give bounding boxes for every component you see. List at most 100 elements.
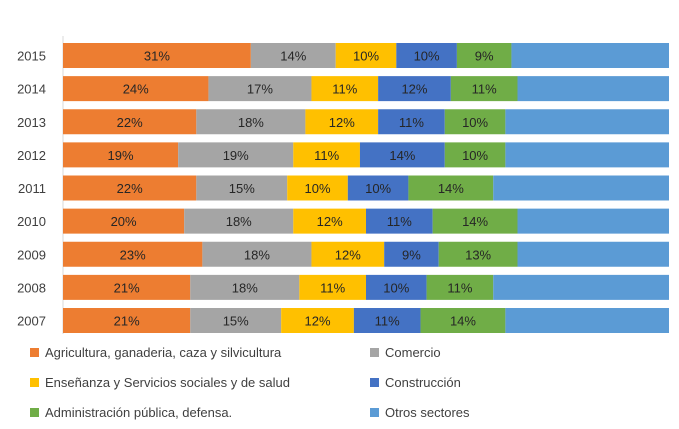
bar-2015-series-5: [511, 43, 669, 68]
data-label-2012-series-3: 14%: [389, 148, 415, 163]
bar-2015-series-4: [456, 43, 512, 68]
data-label-2010-series-3: 11%: [387, 214, 412, 229]
bar-2012-series-0: [63, 142, 179, 168]
legend-item-1: Comercio: [370, 345, 441, 360]
bar-2014-series-2: [311, 76, 379, 102]
data-label-2012-series-4: 10%: [462, 148, 488, 163]
data-label-2008-series-2: 11%: [320, 280, 345, 295]
y-tick-label-2012: 2012: [17, 148, 46, 163]
data-label-2010-series-2: 12%: [317, 214, 343, 229]
data-label-2013-series-3: 11%: [399, 115, 424, 130]
legend-swatch-4: [30, 408, 39, 417]
y-tick-label-2013: 2013: [17, 115, 46, 130]
legend-item-3: Construcción: [370, 375, 461, 390]
data-label-2011-series-0: 22%: [117, 181, 143, 196]
data-label-2011-series-2: 10%: [305, 181, 331, 196]
bar-2014-series-0: [63, 76, 209, 102]
data-label-2014-series-3: 12%: [401, 82, 427, 97]
bar-2009-series-5: [517, 241, 669, 267]
bar-2010-series-5: [517, 208, 669, 234]
data-label-2008-series-1: 18%: [232, 280, 258, 295]
bar-2012-series-2: [293, 142, 360, 168]
data-label-2009-series-2: 12%: [335, 247, 361, 262]
bar-2010-series-3: [366, 208, 433, 234]
data-label-2011-series-1: 15%: [229, 181, 255, 196]
y-tick-label-2010: 2010: [17, 214, 46, 229]
bar-2013-series-5: [505, 109, 669, 135]
y-tick-label-2015: 2015: [17, 49, 46, 64]
bar-2015-series-0: [63, 43, 251, 68]
bar-2008-series-3: [366, 274, 427, 300]
legend-swatch-0: [30, 348, 39, 357]
legend-label-4: Administración pública, defensa.: [45, 405, 233, 420]
data-label-2007-series-4: 14%: [450, 314, 476, 329]
data-label-2007-series-3: 11%: [375, 314, 400, 329]
data-label-2007-series-2: 12%: [305, 314, 331, 329]
bar-2012-series-1: [178, 142, 294, 168]
legend-swatch-1: [370, 348, 379, 357]
data-label-2015-series-4: 9%: [475, 49, 494, 64]
bar-2007-series-2: [281, 308, 354, 333]
bar-2014-series-1: [208, 76, 312, 102]
bar-2015-series-1: [250, 43, 336, 68]
bar-2013-series-0: [63, 109, 197, 135]
bar-2009-series-1: [202, 241, 312, 267]
bar-2012-series-3: [359, 142, 445, 168]
bar-2009-series-4: [438, 241, 518, 267]
bar-2008-series-4: [426, 274, 494, 300]
data-label-2013-series-1: 18%: [238, 115, 264, 130]
bar-2015-series-2: [335, 43, 397, 68]
bar-2013-series-3: [378, 109, 445, 135]
data-label-2014-series-0: 24%: [123, 82, 149, 97]
bar-2013-series-4: [444, 109, 506, 135]
data-label-2007-series-1: 15%: [223, 314, 249, 329]
data-label-2015-series-3: 10%: [414, 49, 440, 64]
y-tick-label-2011: 2011: [18, 181, 46, 196]
data-label-2010-series-4: 14%: [462, 214, 488, 229]
bar-2007-series-3: [353, 308, 421, 333]
bar-2009-series-3: [384, 241, 439, 267]
bar-2010-series-4: [432, 208, 518, 234]
data-label-2012-series-1: 19%: [223, 148, 249, 163]
bar-2011-series-4: [408, 175, 494, 201]
bar-2008-series-1: [190, 274, 300, 300]
bar-2011-series-0: [63, 175, 197, 201]
data-label-2015-series-1: 14%: [280, 49, 306, 64]
bar-2008-series-5: [493, 274, 669, 300]
bar-2011-series-5: [493, 175, 669, 201]
bar-2008-series-2: [299, 274, 366, 300]
bars-group: 31% 14% 10% 10% 9% 24% 17% 11% 12% 11% 22% 18% 12% 11…: [63, 43, 669, 333]
data-label-2011-series-3: 10%: [365, 181, 391, 196]
data-label-2010-series-0: 20%: [111, 214, 137, 229]
legend-label-1: Comercio: [385, 345, 441, 360]
legend-swatch-2: [30, 378, 39, 387]
data-label-2009-series-0: 23%: [120, 247, 146, 262]
bar-2013-series-1: [196, 109, 306, 135]
data-label-2008-series-3: 10%: [383, 280, 409, 295]
bar-2014-series-4: [450, 76, 518, 102]
data-label-2008-series-0: 21%: [114, 280, 140, 295]
data-label-2015-series-2: 10%: [353, 49, 379, 64]
data-label-2015-series-0: 31%: [144, 49, 170, 64]
y-tick-label-2008: 2008: [17, 280, 46, 295]
data-label-2009-series-1: 18%: [244, 247, 270, 262]
bar-2007-series-5: [505, 308, 669, 333]
legend-label-5: Otros sectores: [385, 405, 470, 420]
bar-2013-series-2: [305, 109, 379, 135]
bar-2010-series-0: [63, 208, 185, 234]
data-label-2014-series-1: 17%: [247, 82, 273, 97]
y-tick-label-2009: 2009: [17, 247, 46, 262]
legend-item-5: Otros sectores: [370, 405, 470, 420]
legend-item-0: Agricultura, ganaderia, caza y silvicult…: [30, 345, 281, 360]
data-label-2012-series-2: 11%: [314, 148, 339, 163]
legend-swatch-5: [370, 408, 379, 417]
y-tick-label-2014: 2014: [17, 82, 46, 97]
data-label-2012-series-0: 19%: [108, 148, 134, 163]
legend-item-2: Enseñanza y Servicios sociales y de salu…: [30, 375, 290, 390]
data-label-2009-series-4: 13%: [465, 247, 491, 262]
bar-2007-series-1: [190, 308, 282, 333]
legend-label-3: Construcción: [385, 375, 461, 390]
bar-2014-series-5: [517, 76, 669, 102]
bar-2011-series-2: [287, 175, 348, 201]
